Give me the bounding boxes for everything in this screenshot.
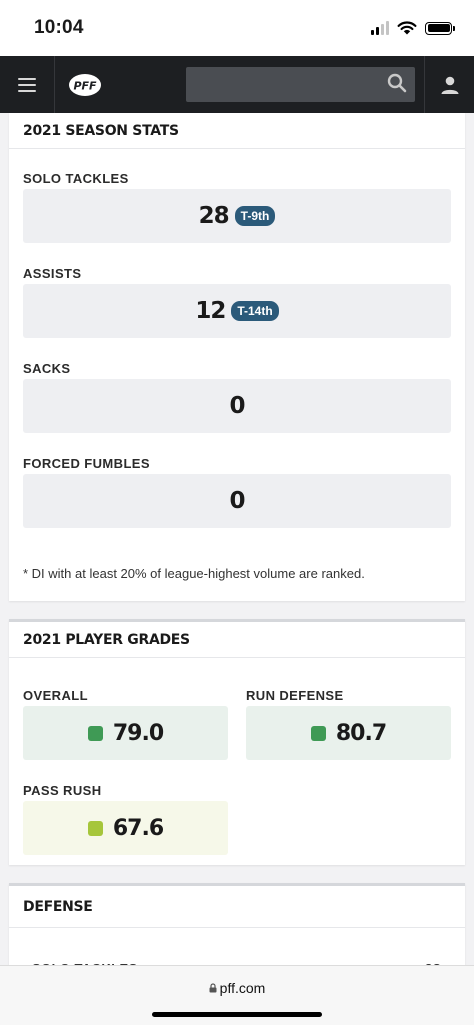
grade-label-overall: OVERALL [23,688,88,703]
stat-label-forced-fumbles: FORCED FUMBLES [23,456,150,471]
stat-box-forced-fumbles: 0 [23,474,451,528]
status-bar: 10:04 [0,0,474,56]
cellular-signal-icon [371,21,389,35]
grade-value: 79.0 [112,720,164,746]
search-input[interactable] [186,67,415,102]
ranking-footnote: * DI with at least 20% of league-highest… [23,566,365,581]
rank-badge: T-14th [231,301,279,321]
grade-color-swatch [310,725,326,741]
pff-logo[interactable]: PFF [68,73,102,97]
player-grades-title: 2021 PLAYER GRADES [9,622,465,658]
user-icon [441,76,458,94]
stat-box-assists: 12 T-14th [23,284,451,338]
status-time: 10:04 [34,17,84,38]
stat-value: 28 [198,203,230,229]
season-stats-title: 2021 SEASON STATS [9,113,465,149]
app-header: PFF [0,56,474,113]
stat-value: 12 [195,298,226,324]
lock-icon [209,983,217,993]
season-stats-card: 2021 SEASON STATS SOLO TACKLES 28 T-9th … [9,113,465,601]
rank-badge: T-9th [234,206,276,226]
player-grades-card: 2021 PLAYER GRADES OVERALL 79.0 RUN DEFE… [9,619,465,865]
grade-box-run-defense: 80.7 [246,706,451,760]
url-display[interactable]: pff.com [0,980,474,996]
stat-box-sacks: 0 [23,379,451,433]
stat-box-solo-tackles: 28 T-9th [23,189,451,243]
grade-box-overall: 79.0 [23,706,228,760]
logo-text: PFF [73,79,97,92]
user-account-button[interactable] [424,56,474,113]
stat-label-assists: ASSISTS [23,266,82,281]
browser-address-bar[interactable]: pff.com [0,965,474,1025]
grade-color-swatch [87,820,103,836]
wifi-icon [397,21,417,35]
stat-label-solo-tackles: SOLO TACKLES [23,171,129,186]
grade-value: 80.7 [335,720,387,746]
battery-icon [425,21,455,35]
hamburger-menu-button[interactable] [0,56,55,113]
grade-value: 67.6 [112,815,164,841]
stat-label-sacks: SACKS [23,361,71,376]
grade-label-pass-rush: PASS RUSH [23,783,102,798]
grade-box-pass-rush: 67.6 [23,801,228,855]
status-icons [371,21,455,35]
search-icon[interactable] [387,73,407,93]
url-text: pff.com [219,980,266,996]
defense-title: DEFENSE [9,886,465,928]
stat-value: 0 [229,393,245,419]
grade-label-run-defense: RUN DEFENSE [246,688,344,703]
home-indicator[interactable] [152,1012,322,1017]
grade-color-swatch [87,725,103,741]
stat-value: 0 [229,488,245,514]
